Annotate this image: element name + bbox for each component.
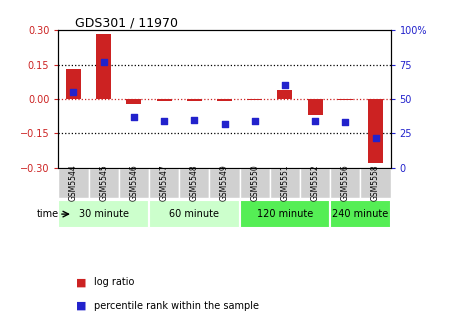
Text: percentile rank within the sample: percentile rank within the sample [94, 301, 259, 311]
Bar [126, 99, 141, 104]
Bar [88, 168, 119, 198]
Point [372, 135, 379, 140]
Point [282, 83, 289, 88]
Text: GSM5558: GSM5558 [371, 165, 380, 201]
Text: GSM5545: GSM5545 [99, 165, 108, 201]
Bar [149, 168, 179, 198]
Bar [277, 90, 292, 99]
Bar [58, 200, 149, 228]
Bar [187, 99, 202, 101]
Point [342, 120, 349, 125]
Text: GSM5551: GSM5551 [281, 165, 290, 201]
Text: GDS301 / 11970: GDS301 / 11970 [75, 16, 178, 29]
Text: GSM5549: GSM5549 [220, 165, 229, 201]
Bar [368, 99, 383, 163]
Text: ■: ■ [76, 301, 87, 311]
Text: log ratio: log ratio [94, 277, 135, 287]
Point [191, 117, 198, 122]
Bar [361, 168, 391, 198]
Text: 60 minute: 60 minute [169, 209, 219, 219]
Point [100, 59, 107, 65]
Text: 240 minute: 240 minute [332, 209, 388, 219]
Bar [308, 99, 323, 115]
Bar [66, 69, 81, 99]
Bar [157, 99, 172, 101]
Point [221, 121, 228, 127]
Text: GSM5552: GSM5552 [311, 165, 320, 201]
Bar [270, 168, 300, 198]
Bar [330, 200, 391, 228]
Text: ■: ■ [76, 277, 87, 287]
Text: 120 minute: 120 minute [257, 209, 313, 219]
Text: GSM5548: GSM5548 [190, 165, 199, 201]
Point [130, 114, 137, 120]
Text: time: time [37, 209, 59, 219]
Bar [119, 168, 149, 198]
Text: GSM5544: GSM5544 [69, 165, 78, 201]
Point [70, 89, 77, 95]
Bar [240, 168, 270, 198]
Point [251, 118, 258, 124]
Text: GSM5550: GSM5550 [250, 165, 259, 201]
Bar [240, 200, 330, 228]
Bar [58, 168, 88, 198]
Bar [179, 168, 209, 198]
Bar [247, 99, 262, 100]
Point [160, 118, 167, 124]
Text: 30 minute: 30 minute [79, 209, 129, 219]
Bar [209, 168, 240, 198]
Bar [96, 34, 111, 99]
Bar [338, 99, 353, 100]
Bar [300, 168, 330, 198]
Text: GSM5547: GSM5547 [159, 165, 168, 201]
Point [312, 118, 319, 124]
Text: GSM5556: GSM5556 [341, 165, 350, 201]
Text: GSM5546: GSM5546 [129, 165, 138, 201]
Bar [149, 200, 240, 228]
Bar [330, 168, 361, 198]
Bar [217, 99, 232, 101]
